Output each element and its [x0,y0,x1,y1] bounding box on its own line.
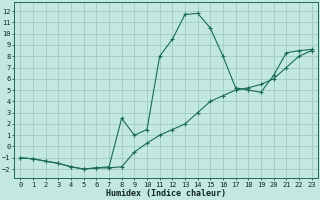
X-axis label: Humidex (Indice chaleur): Humidex (Indice chaleur) [106,189,226,198]
